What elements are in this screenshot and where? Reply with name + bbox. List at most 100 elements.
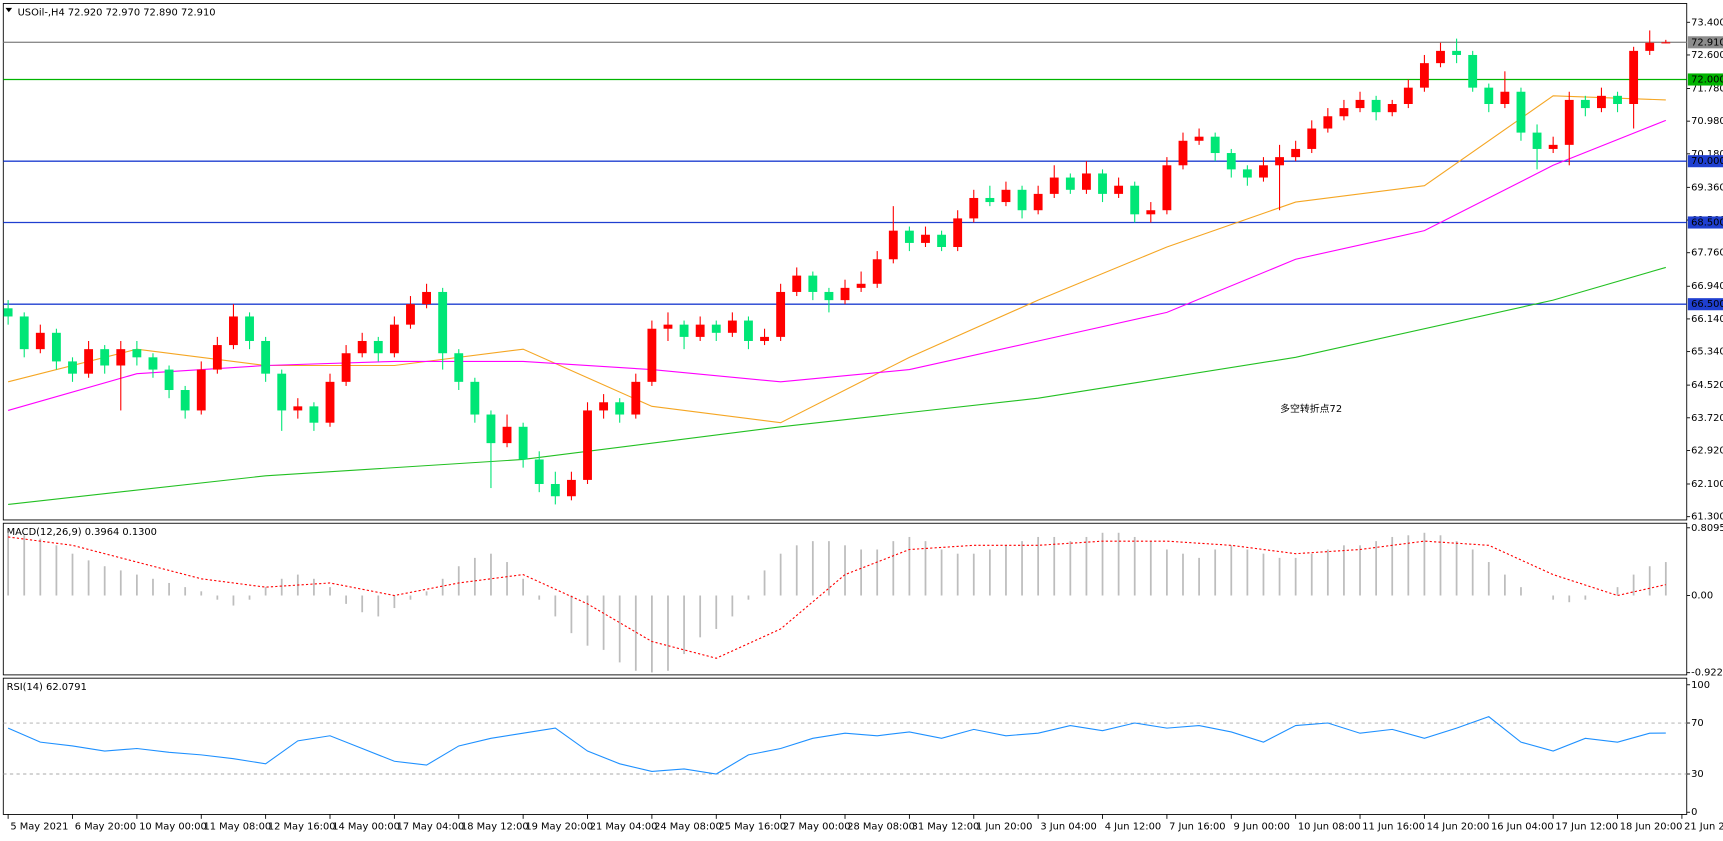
- level-label: 70.000: [1691, 156, 1723, 167]
- y-tick-label: -0.9226: [1691, 668, 1723, 679]
- candle-body: [1452, 50, 1462, 55]
- candle-body: [1146, 210, 1156, 215]
- candle-body: [1500, 91, 1510, 104]
- candle-body: [1210, 136, 1220, 154]
- candle-body: [357, 340, 367, 354]
- candle-body: [744, 320, 753, 341]
- candle-body: [325, 381, 335, 423]
- y-tick-label: 70.180: [1691, 149, 1723, 160]
- candle-body: [1419, 63, 1429, 88]
- level-label: 72.000: [1691, 74, 1723, 85]
- candle-body: [1017, 189, 1027, 211]
- candle-body: [1049, 177, 1059, 194]
- candle-body: [309, 406, 319, 423]
- candle-body: [196, 369, 206, 411]
- candle-body: [1194, 136, 1204, 141]
- candle-body: [695, 324, 705, 337]
- y-tick-label: 61.300: [1691, 512, 1723, 523]
- candle-body: [454, 353, 464, 382]
- candle-body: [937, 234, 947, 248]
- x-tick-label: 16 Jun 04:00: [1491, 822, 1554, 833]
- candle-body: [164, 369, 174, 391]
- candle-body: [341, 353, 351, 382]
- candle-body: [615, 402, 625, 415]
- candle-body: [840, 287, 850, 301]
- x-tick-label: 11 May 08:00: [203, 822, 271, 833]
- moving-average: [7, 95, 1666, 424]
- candle-body: [1355, 99, 1365, 109]
- x-tick-label: 12 May 16:00: [268, 822, 336, 833]
- level-label: 66.500: [1691, 299, 1723, 310]
- candle-body: [631, 381, 641, 415]
- candle-body: [1548, 144, 1558, 149]
- candle-body: [277, 373, 287, 411]
- y-tick-label: 70: [1691, 718, 1704, 729]
- panel-frame: [2, 677, 1688, 815]
- menu-triangle: [5, 7, 13, 13]
- candle-body: [212, 345, 222, 370]
- x-tick-label: 6 May 20:00: [75, 822, 136, 833]
- y-tick-label: 70.980: [1691, 116, 1723, 127]
- x-tick-label: 9 Jun 00:00: [1233, 822, 1289, 833]
- candle-body: [180, 390, 190, 411]
- candle-body: [1645, 42, 1655, 51]
- candle-body: [1130, 185, 1140, 215]
- candle-body: [1339, 108, 1349, 117]
- candle-body: [406, 304, 415, 325]
- y-tick-label: 62.920: [1691, 445, 1723, 456]
- y-tick-label: 72.600: [1691, 50, 1723, 61]
- y-tick-label: 65.340: [1691, 347, 1723, 358]
- candle-body: [566, 479, 576, 497]
- candle-body: [1403, 87, 1413, 104]
- candle-body: [1387, 103, 1397, 113]
- candle-body: [711, 324, 721, 333]
- x-tick-label: 17 May 04:00: [397, 822, 465, 833]
- candle-body: [1629, 50, 1639, 104]
- candle-body: [904, 230, 914, 243]
- y-tick-label: 73.400: [1691, 17, 1723, 28]
- y-tick-label: 0.00: [1691, 591, 1713, 602]
- candle-body: [727, 320, 737, 333]
- candle-body: [888, 230, 898, 260]
- candle-body: [1275, 157, 1284, 166]
- candle-body: [84, 349, 94, 374]
- candle-body: [1597, 95, 1606, 109]
- candle-body: [3, 308, 13, 317]
- level-label: 68.500: [1691, 217, 1723, 228]
- candle-body: [583, 410, 592, 480]
- candle-body: [534, 459, 544, 484]
- panel-frame: [2, 3, 1688, 521]
- panel-title: USOil-,H4 72.920 72.970 72.890 72.910: [18, 7, 216, 18]
- candle-body: [1564, 99, 1574, 145]
- candle-body: [1532, 132, 1542, 149]
- candle-body: [51, 332, 61, 362]
- candle-body: [1291, 148, 1301, 158]
- level-label-box: [1687, 298, 1723, 311]
- candle-body: [1098, 173, 1107, 194]
- x-tick-label: 14 May 00:00: [332, 822, 400, 833]
- x-tick-label: 24 May 08:00: [654, 822, 722, 833]
- y-tick-label: 0: [1691, 807, 1697, 818]
- candle-body: [1065, 177, 1075, 190]
- x-tick-label: 5 May 2021: [10, 822, 68, 833]
- rsi-line: [7, 716, 1666, 775]
- candle-body: [518, 426, 528, 460]
- candle-body: [389, 324, 399, 354]
- candle-body: [1371, 99, 1381, 113]
- candle-body: [1484, 87, 1494, 104]
- candle-body: [599, 402, 609, 411]
- panel-frame: [2, 522, 1688, 676]
- candle-body: [1516, 91, 1526, 133]
- candle-body: [261, 340, 271, 374]
- candle-body: [1259, 165, 1268, 178]
- candle-body: [1468, 54, 1478, 88]
- x-tick-label: 25 May 16:00: [718, 822, 786, 833]
- candle-body: [1226, 153, 1236, 170]
- candle-body: [1001, 189, 1011, 203]
- x-tick-label: 17 Jun 12:00: [1555, 822, 1618, 833]
- candle-body: [132, 349, 142, 358]
- candle-body: [1178, 140, 1188, 166]
- candle-body: [148, 357, 158, 370]
